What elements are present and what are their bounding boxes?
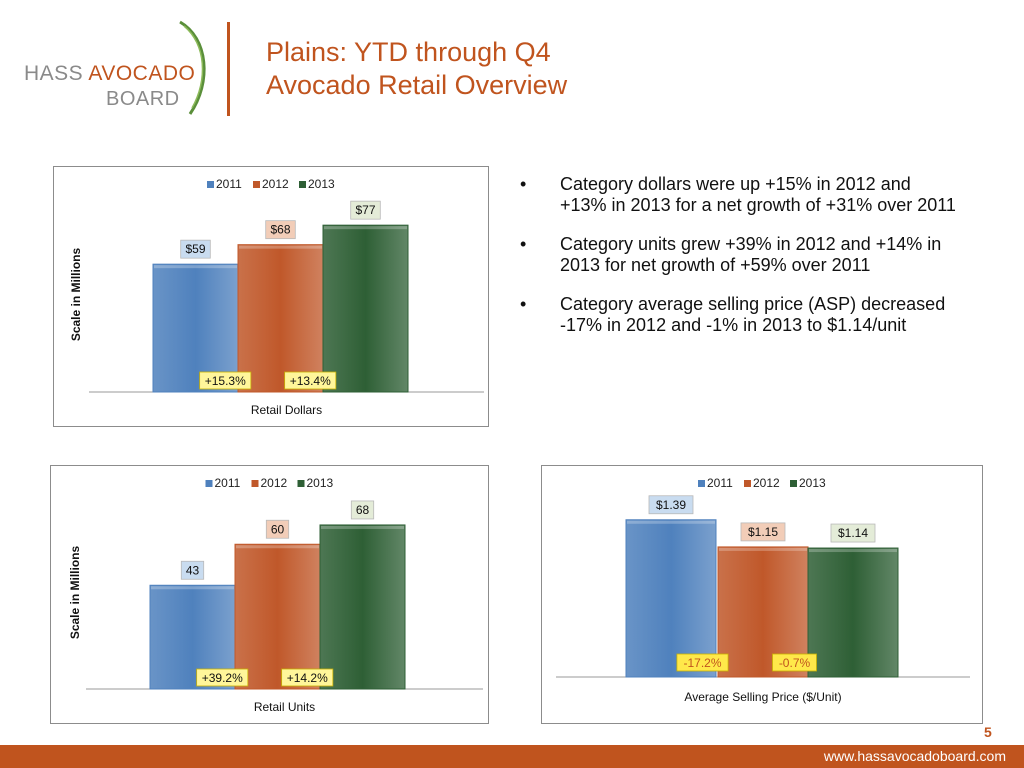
legend-label-2011: 2011 <box>215 476 241 490</box>
logo-board-text: BOARD <box>106 88 180 110</box>
data-label-2011: $59 <box>185 242 205 256</box>
chart-svg: 2011 2012 2013 Average Selling Price ($/Uni… <box>556 476 970 704</box>
data-label-box <box>265 519 290 539</box>
x-axis-label: Retail Units <box>254 700 315 714</box>
chart-svg: 2011 2012 2013 Scale in Millions Retail Unit… <box>68 476 483 714</box>
title-line-1: Plains: YTD through Q4 <box>266 37 551 67</box>
logo-wordmark-top: HASS AVOCADO <box>24 62 195 86</box>
y-axis-label: Scale in Millions <box>68 545 82 639</box>
legend-label-2013: 2013 <box>308 177 335 191</box>
bar-2011 <box>152 263 239 393</box>
growth-label-box <box>676 653 729 672</box>
growth-label-1: +14.2% <box>287 671 328 685</box>
retail-dollars-chart: 2011 2012 2013 Scale in Millions Retail Doll… <box>53 166 489 427</box>
data-label-2013: $1.14 <box>838 526 868 540</box>
footer-bar: www.hassavocadoboard.com <box>0 745 1024 768</box>
bullet-units: Category units grew +39% in 2012 and +14… <box>520 234 960 276</box>
data-label-box <box>350 200 381 220</box>
legend-swatch-2013 <box>299 181 306 188</box>
data-label-2011: $1.39 <box>656 498 686 512</box>
bar-highlight <box>324 226 407 230</box>
data-label-box <box>180 560 205 580</box>
growth-label-box <box>284 371 337 390</box>
y-axis-label: Scale in Millions <box>69 247 83 341</box>
data-label-2013: $77 <box>355 203 375 217</box>
page-title: Plains: YTD through Q4 Avocado Retail Ov… <box>266 36 567 102</box>
title-line-2: Avocado Retail Overview <box>266 70 568 100</box>
bullet-dollars: Category dollars were up +15% in 2012 an… <box>520 174 960 216</box>
legend-label-2011: 2011 <box>216 177 242 191</box>
legend-label-2013: 2013 <box>307 476 334 490</box>
data-label-box <box>648 495 694 515</box>
legend-swatch-2011 <box>207 181 214 188</box>
data-label-box <box>740 522 786 542</box>
hass-avocado-board-logo: HASS AVOCADO BOARD <box>24 18 234 118</box>
data-label-2012: $68 <box>270 223 290 237</box>
data-label-2012: 60 <box>271 522 285 536</box>
bar-2013 <box>807 547 899 678</box>
average-selling-price-chart: 2011 2012 2013 Average Selling Price ($/Uni… <box>541 465 983 724</box>
avocado-swoosh-icon <box>179 20 206 115</box>
page-number: 5 <box>984 724 992 740</box>
bar-highlight <box>151 586 234 590</box>
bullet-asp: Category average selling price (ASP) dec… <box>520 294 960 336</box>
growth-label-0: +15.3% <box>205 374 246 388</box>
retail-units-chart: 2011 2012 2013 Scale in Millions Retail Unit… <box>50 465 489 724</box>
data-label-2013: 68 <box>356 503 370 517</box>
bar-2013 <box>322 224 409 393</box>
growth-label-box <box>199 371 252 390</box>
bar-2012 <box>234 543 321 690</box>
legend-label-2011: 2011 <box>707 476 733 490</box>
legend-label-2013: 2013 <box>799 476 826 490</box>
legend-swatch-2012 <box>251 480 259 487</box>
bar-2012 <box>237 244 324 393</box>
bar-2013 <box>319 524 406 690</box>
legend-label-2012: 2012 <box>262 177 289 191</box>
data-label-box <box>830 523 876 543</box>
legend-swatch-2011 <box>698 480 705 487</box>
data-label-box <box>350 500 375 520</box>
legend-swatch-2013 <box>790 480 797 487</box>
summary-bullets: Category dollars were up +15% in 2012 an… <box>520 174 960 354</box>
data-label-box <box>180 239 211 259</box>
data-label-2011: 43 <box>186 563 200 577</box>
legend-swatch-2012 <box>253 181 260 188</box>
growth-label-0: +39.2% <box>202 671 243 685</box>
growth-label-1: -0.7% <box>779 656 811 670</box>
legend-swatch-2013 <box>297 480 305 487</box>
bar-highlight <box>627 520 715 524</box>
growth-label-box <box>772 653 817 672</box>
growth-label-box <box>281 668 334 687</box>
bar-highlight <box>154 265 237 269</box>
growth-label-0: -17.2% <box>683 656 721 670</box>
bar-2011 <box>625 519 717 678</box>
bar-highlight <box>809 549 897 553</box>
bar-highlight <box>321 525 404 529</box>
bar-highlight <box>719 547 807 551</box>
header-divider <box>227 22 230 116</box>
bar-highlight <box>239 245 322 249</box>
logo-hass-text: HASS <box>24 62 84 85</box>
bar-highlight <box>236 545 319 549</box>
chart-svg: 2011 2012 2013 Scale in Millions Retail Doll… <box>69 177 484 417</box>
x-axis-label: Average Selling Price ($/Unit) <box>684 690 841 704</box>
x-axis-label: Retail Dollars <box>251 403 322 417</box>
data-label-box <box>265 220 296 240</box>
footer-url: www.hassavocadoboard.com <box>823 748 1006 764</box>
legend-swatch-2012 <box>744 480 751 487</box>
logo-avocado-text: AVOCADO <box>88 62 196 85</box>
legend-label-2012: 2012 <box>261 476 288 490</box>
legend-swatch-2011 <box>205 480 213 487</box>
growth-label-box <box>196 668 249 687</box>
growth-label-1: +13.4% <box>290 374 331 388</box>
legend-label-2012: 2012 <box>753 476 780 490</box>
data-label-2012: $1.15 <box>748 525 778 539</box>
